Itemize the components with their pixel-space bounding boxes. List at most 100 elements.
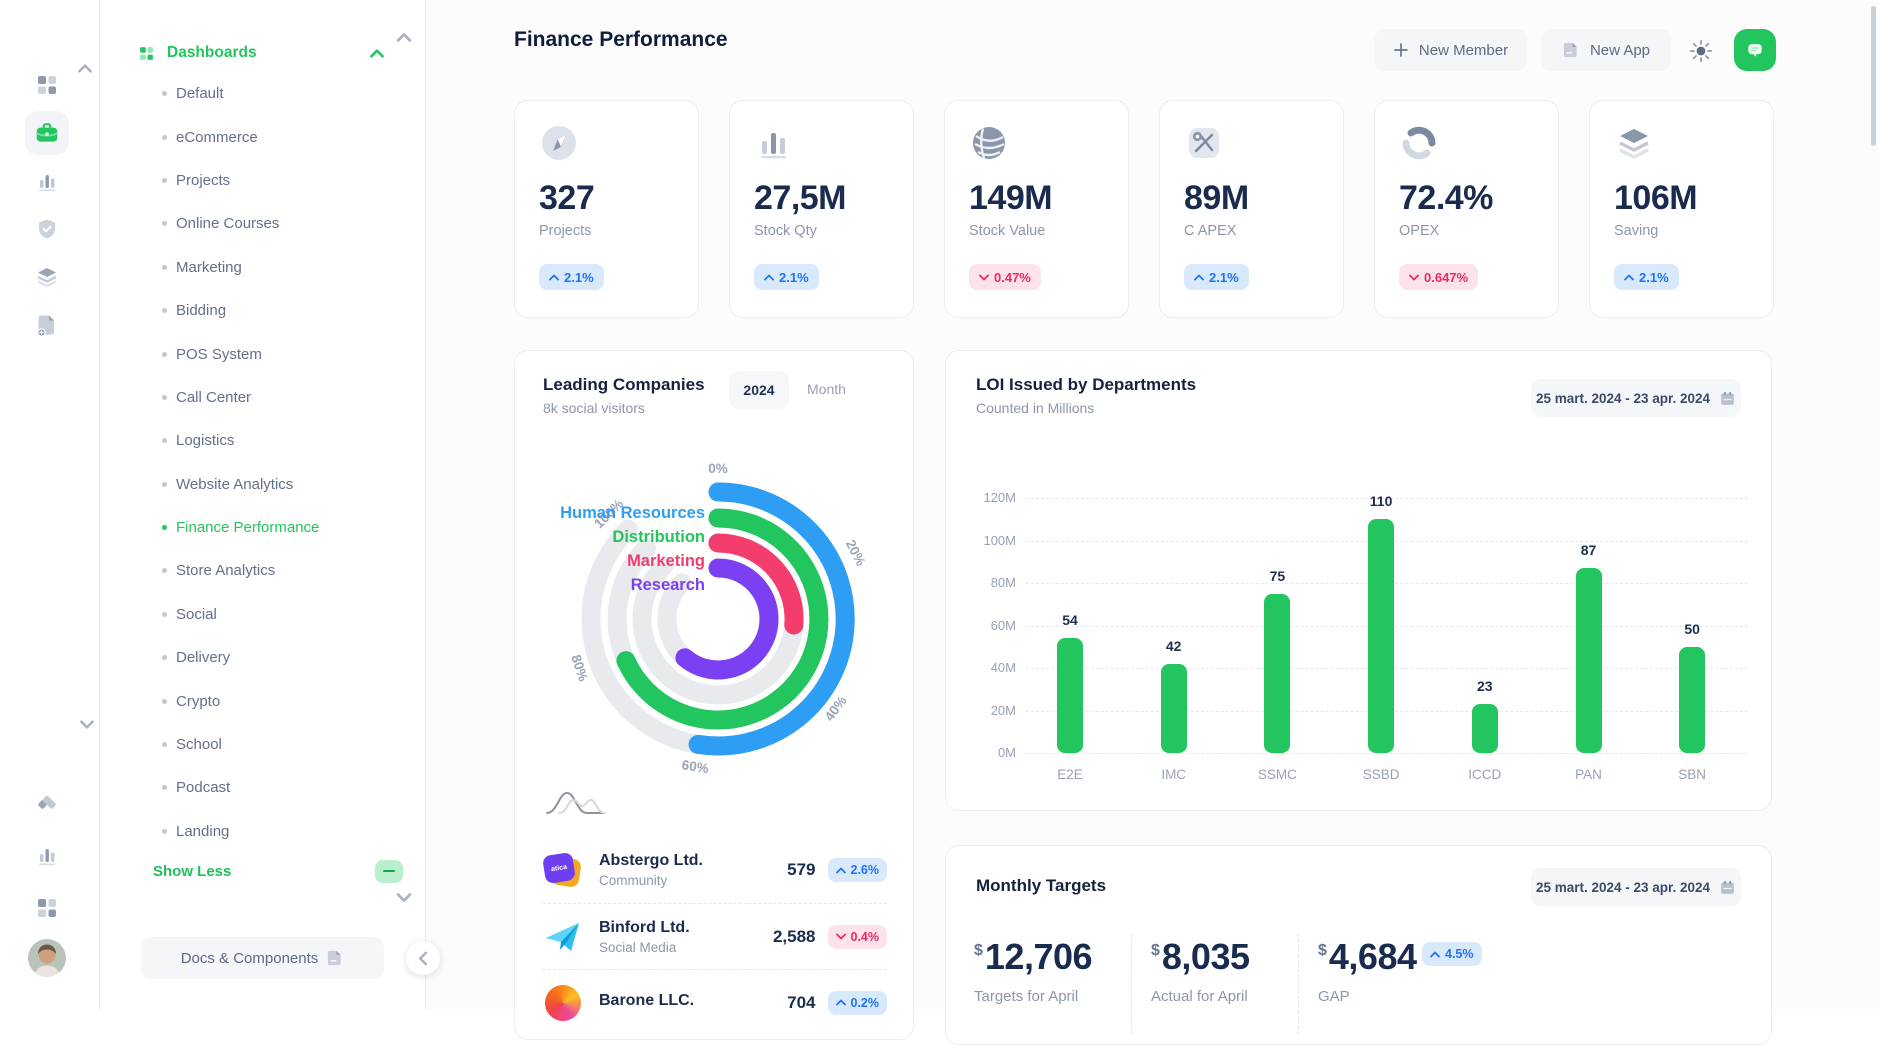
rail-item-layers[interactable] <box>25 255 69 299</box>
sidebar-item-logistics[interactable]: Logistics <box>100 419 426 462</box>
sidebar-item-store-analytics[interactable]: Store Analytics <box>100 549 426 592</box>
chat-button[interactable] <box>1734 29 1776 71</box>
target-stat: $4,684 GAP <box>1318 936 1417 1005</box>
monthly-targets-card: Monthly Targets 25 mart. 2024 - 23 apr. … <box>945 845 1772 1045</box>
sidebar-item-marketing[interactable]: Marketing <box>100 246 426 289</box>
rail-item-gem[interactable] <box>25 783 69 827</box>
company-list: atica Abstergo Ltd. Community 579 2.6% B… <box>538 837 887 1035</box>
bullet-dot-icon <box>162 525 167 531</box>
target-label: Targets for April <box>974 988 1079 1005</box>
new-app-button[interactable]: New App <box>1541 29 1671 71</box>
bar-imc[interactable] <box>1160 663 1187 753</box>
bar-value-label: 87 <box>1580 542 1597 559</box>
sidebar-item-delivery[interactable]: Delivery <box>100 636 426 679</box>
rail-item-stats[interactable] <box>25 833 69 877</box>
stat-card[interactable]: 106M Saving 2.1% <box>1589 100 1774 318</box>
scrollbar[interactable] <box>1871 6 1876 146</box>
avatar-image <box>28 939 66 977</box>
sidebar-item-school[interactable]: School <box>100 723 426 766</box>
bar-ssmc[interactable] <box>1264 593 1291 753</box>
company-value: 579 <box>787 860 816 879</box>
stat-delta-value: 2.1% <box>779 269 809 285</box>
company-delta-value: 2.6% <box>850 863 880 877</box>
bar-sbn[interactable] <box>1679 646 1706 753</box>
sidebar-item-website-analytics[interactable]: Website Analytics <box>100 463 426 506</box>
user-avatar[interactable] <box>25 936 69 980</box>
sidebar-item-online-courses[interactable]: Online Courses <box>100 202 426 245</box>
stat-delta-badge: 2.1% <box>1614 264 1679 290</box>
toggle-year[interactable]: 2024 <box>729 371 789 409</box>
stat-value: 89M <box>1184 179 1249 217</box>
new-member-button[interactable]: New Member <box>1374 29 1527 71</box>
loi-subtitle: Counted in Millions <box>976 400 1095 416</box>
company-category: Social Media <box>599 939 677 955</box>
sidebar-item-default[interactable]: Default <box>100 72 426 115</box>
bullet-dot-icon <box>162 308 167 314</box>
sidebar-item-call-center[interactable]: Call Center <box>100 376 426 419</box>
company-row[interactable]: Barone LLC. 704 0.2% <box>538 969 887 1035</box>
sidebar-collapse-button[interactable] <box>406 941 440 975</box>
x-axis-tick: SSBD <box>1362 767 1400 782</box>
bullet-dot-icon <box>162 568 167 574</box>
legend-marketing: Marketing <box>627 552 705 570</box>
rail-item-file-new[interactable] <box>25 303 69 347</box>
sidebar-item-projects[interactable]: Projects <box>100 159 426 202</box>
loi-date-range[interactable]: 25 mart. 2024 - 23 apr. 2024 <box>1531 379 1741 417</box>
sidebar-item-finance-performance[interactable]: Finance Performance <box>100 506 426 549</box>
bullet-dot-icon <box>162 221 167 227</box>
sidebar-item-pos-system[interactable]: POS System <box>100 332 426 375</box>
sidebar-item-crypto[interactable]: Crypto <box>100 679 426 722</box>
targets-date-range[interactable]: 25 mart. 2024 - 23 apr. 2024 <box>1531 868 1741 906</box>
stat-card[interactable]: 89M C APEX 2.1% <box>1159 100 1344 318</box>
toggle-month[interactable]: Month <box>807 381 846 397</box>
stat-card[interactable]: 27,5M Stock Qty 2.1% <box>729 100 914 318</box>
bar-e2e[interactable] <box>1057 638 1083 753</box>
rail-scroll-down-icon[interactable] <box>80 720 94 729</box>
sidebar-item-social[interactable]: Social <box>100 593 426 636</box>
sidebar-item-landing[interactable]: Landing <box>100 810 426 853</box>
rail-item-grid[interactable] <box>25 886 69 930</box>
bar-ssbd[interactable] <box>1368 519 1395 753</box>
sidebar-item-podcast[interactable]: Podcast <box>100 766 426 809</box>
sidebar-scroll-down-icon[interactable] <box>396 893 412 902</box>
rail-item-analytics[interactable] <box>25 159 69 203</box>
y-axis-tick: 120M <box>983 490 1016 505</box>
sidebar-scroll-up-icon[interactable] <box>396 33 412 42</box>
bar-value-label: 23 <box>1477 678 1493 695</box>
rail-scroll-up-icon[interactable] <box>78 64 92 73</box>
rail-item-dashboards-active[interactable] <box>25 111 69 155</box>
stack-icon <box>1614 123 1654 163</box>
docs-components-button[interactable]: Docs & Components <box>141 937 384 979</box>
stat-label: Saving <box>1614 223 1659 239</box>
bar-pan[interactable] <box>1575 568 1602 753</box>
sidebar-group-dashboards[interactable]: Dashboards <box>138 38 398 68</box>
sidebar-item-ecommerce[interactable]: eCommerce <box>100 115 426 158</box>
company-name: Barone LLC. <box>599 992 695 1009</box>
radial-arc-research <box>675 558 779 680</box>
company-row[interactable]: Binford Ltd. Social Media 2,588 0.4% <box>543 903 887 969</box>
gap-badge-value: 4.5% <box>1445 947 1474 961</box>
sidebar-item-bidding[interactable]: Bidding <box>100 289 426 332</box>
radial-scale-label: 0% <box>708 461 728 476</box>
theme-sun-icon[interactable] <box>1688 38 1714 64</box>
stat-card[interactable]: 327 Projects 2.1% <box>514 100 699 318</box>
stat-card[interactable]: 149M Stock Value 0.47% <box>944 100 1129 318</box>
minus-icon[interactable] <box>375 859 403 883</box>
sidebar-menu-item-label: eCommerce <box>176 128 258 146</box>
map-icon <box>1184 123 1224 163</box>
show-less-label: Show Less <box>153 862 232 880</box>
radial-arc-human-resources <box>688 482 855 756</box>
company-value: 704 <box>787 992 816 1012</box>
stat-card[interactable]: 72.4% OPEX 0.647% <box>1374 100 1559 318</box>
barone-logo <box>538 977 588 1028</box>
bar-iccd[interactable] <box>1471 704 1498 753</box>
sidebar-group-label: Dashboards <box>167 44 257 61</box>
document-icon <box>328 950 341 966</box>
show-less-control[interactable]: Show Less <box>153 858 403 884</box>
rail-item-apps[interactable] <box>25 63 69 107</box>
company-row[interactable]: atica Abstergo Ltd. Community 579 2.6% <box>541 837 887 903</box>
company-delta-badge: 0.2% <box>827 990 887 1015</box>
group-collapse-icon[interactable] <box>370 48 384 58</box>
rail-item-security[interactable] <box>25 207 69 251</box>
leading-companies-header: Leading Companies 8k social visitors <box>543 375 705 416</box>
